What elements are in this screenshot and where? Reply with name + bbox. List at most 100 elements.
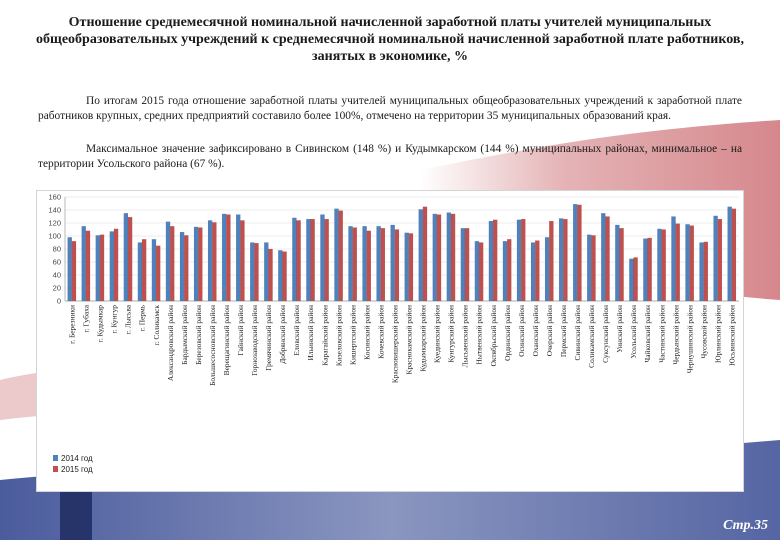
bar-2015 (324, 218, 329, 302)
bar-2014 (587, 234, 592, 302)
category-label: Осинский район (517, 305, 526, 357)
bar-2015 (366, 230, 372, 302)
y-tick-label: 0 (57, 297, 61, 306)
category-label: Чердынский район (671, 305, 680, 365)
bar-2014 (165, 221, 171, 302)
bar-2014 (727, 206, 732, 302)
bar-2015 (549, 220, 554, 302)
category-label: Александровский район (166, 305, 175, 381)
category-label: Гремячинский район (264, 305, 273, 371)
bar-2015 (99, 234, 105, 302)
legend-swatch-2014 (53, 455, 58, 461)
bar-2015 (169, 226, 175, 302)
bar-2014 (488, 220, 494, 302)
bar-2014 (446, 212, 452, 302)
bar-2014 (292, 217, 297, 302)
category-label: Чайковский район (643, 305, 652, 363)
bar-2014 (334, 208, 339, 302)
bar-2015 (394, 229, 400, 302)
bar-2014 (81, 226, 87, 302)
bar-2015 (380, 228, 386, 302)
bar-2015 (647, 237, 652, 302)
bar-2015 (450, 213, 456, 302)
bar-2015 (254, 243, 259, 302)
category-label: Кочевский район (376, 305, 385, 359)
category-label: Еловский район (292, 305, 301, 356)
bar-2014 (264, 242, 269, 302)
y-tick-label: 80 (53, 245, 61, 254)
y-tick-label: 20 (53, 284, 61, 293)
bar-2015 (675, 223, 680, 302)
chart-panel: 0 20 40 60 80 100 120 140 160 г. Березники г. Губа… (36, 190, 744, 492)
category-label: Чернушинский район (685, 305, 694, 373)
bar-2014 (432, 213, 438, 302)
category-label: Верещагинский район (222, 305, 231, 375)
bar-2014 (643, 238, 648, 302)
category-label: Кизеловский район (334, 305, 343, 366)
category-label: г. Кунгур (110, 305, 119, 334)
intro-paragraph: По итогам 2015 года отношение заработной… (38, 95, 742, 122)
bar-2014 (137, 242, 143, 302)
category-label: Очерский район (545, 305, 554, 356)
detail-paragraph: Максимальное значение зафиксировано в Си… (38, 143, 742, 170)
bar-2015 (731, 208, 737, 302)
bar-2014 (348, 226, 353, 302)
category-label: г. Соликамск (152, 305, 161, 346)
bar-2014 (179, 231, 185, 302)
category-label: Оханский район (531, 305, 540, 356)
bar-2014 (235, 214, 241, 302)
category-label: Березовский район (194, 305, 203, 365)
category-label: Бардымский район (180, 305, 189, 365)
y-tick-label: 40 (53, 271, 61, 280)
category-label: Кишертский район (348, 305, 357, 365)
bar-2015 (464, 228, 470, 302)
bar-2014 (362, 226, 367, 302)
bar-2014 (418, 209, 424, 302)
category-label: Уинский район (615, 305, 624, 353)
bar-2015 (268, 248, 273, 302)
bar-2014 (151, 239, 157, 302)
bar-2015 (689, 225, 695, 302)
category-label: Частинский район (657, 305, 666, 363)
bar-2014 (572, 203, 578, 302)
category-label: г. Березники (68, 305, 77, 344)
bar-2014 (306, 218, 311, 302)
bar-2014 (601, 213, 606, 302)
category-label: Юсьвинский район (727, 305, 736, 366)
category-label: Гайнский район (236, 305, 245, 356)
bar-2015 (338, 210, 343, 302)
category-label: Добрянский район (278, 305, 287, 364)
y-tick-label: 120 (48, 219, 61, 228)
bar-2015 (127, 216, 133, 302)
category-label: Кунгурский район (447, 305, 456, 363)
y-tick-label: 140 (48, 206, 61, 215)
category-label: г. Лысьва (124, 304, 133, 334)
bar-2015 (198, 227, 203, 302)
bar-chart: 0 20 40 60 80 100 120 140 160 г. Березники г. Губа… (48, 193, 739, 474)
bar-2015 (717, 218, 723, 302)
bar-2015 (155, 245, 161, 302)
bar-2015 (296, 220, 301, 302)
bar-2014 (474, 241, 480, 302)
bar-2015 (408, 233, 414, 302)
bar-2015 (633, 257, 638, 302)
legend-label: 2015 год (61, 465, 93, 474)
category-label: Суксунский район (601, 305, 610, 363)
legend-label: 2014 год (61, 454, 93, 463)
bar-2015 (422, 206, 428, 302)
bar-2015 (71, 241, 77, 302)
category-label: Куединский район (433, 305, 442, 363)
bar-2015 (212, 222, 217, 302)
bar-2014 (207, 220, 213, 302)
bar-2014 (250, 242, 255, 302)
category-label: Краснокамский район (405, 305, 414, 375)
bar-2014 (502, 241, 508, 302)
bar-2014 (390, 224, 395, 302)
bar-2014 (123, 213, 129, 302)
category-label: Нытвенский район (475, 305, 484, 364)
bar-2015 (619, 228, 624, 302)
bar-2014 (67, 237, 72, 302)
bar-2015 (478, 242, 484, 302)
y-tick-label: 60 (53, 258, 61, 267)
bar-2015 (352, 227, 358, 302)
